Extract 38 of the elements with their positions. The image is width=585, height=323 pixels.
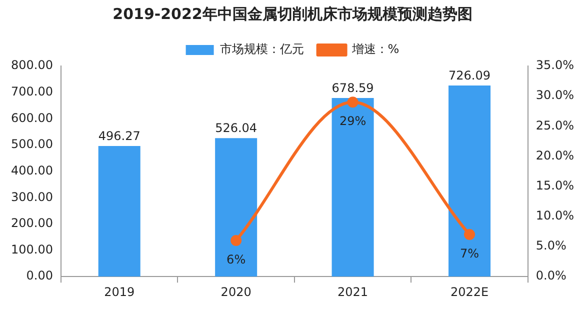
y-tick-label: 500.00 bbox=[10, 137, 53, 152]
x-tick-label: 2022E bbox=[450, 284, 489, 299]
point bbox=[230, 234, 242, 246]
point bbox=[347, 96, 358, 108]
x-tick-label: 2019 bbox=[104, 284, 135, 299]
data-label: 6% bbox=[226, 252, 246, 267]
legend-label: 增速：% bbox=[350, 42, 400, 56]
data-label: 726.09 bbox=[448, 68, 491, 83]
data-label: 7% bbox=[460, 246, 480, 261]
data-label: 496.27 bbox=[98, 129, 140, 144]
y-tick-label: 600.00 bbox=[10, 110, 53, 125]
data-label: 29% bbox=[339, 114, 366, 128]
x-tick-label: 2020 bbox=[220, 284, 252, 299]
legend-label: 市场规模：亿元 bbox=[220, 42, 304, 56]
y-tick-label: 400.00 bbox=[10, 163, 53, 178]
y2-tick-label: 5.0% bbox=[536, 238, 566, 253]
bar bbox=[448, 85, 491, 277]
x-tick-label: 2021 bbox=[338, 284, 368, 299]
chart-title: 2019-2022年中国金属切削机床市场规模预测趋势图 bbox=[112, 4, 472, 23]
y-tick-label: 700.00 bbox=[10, 84, 53, 98]
y2-tick-label: 20.0% bbox=[536, 148, 574, 162]
data-label: 678.59 bbox=[332, 81, 374, 96]
y2-tick-label: 15.0% bbox=[536, 178, 574, 192]
y2-tick-label: 35.0% bbox=[536, 58, 574, 72]
y-tick-label: 200.00 bbox=[10, 216, 53, 230]
y2-tick-label: 30.0% bbox=[536, 88, 574, 102]
y-tick-label: 0.00 bbox=[26, 268, 53, 283]
y-tick-label: 300.00 bbox=[10, 190, 53, 204]
y-tick-label: 800.00 bbox=[10, 58, 53, 72]
point bbox=[464, 228, 476, 240]
y2-tick-label: 0.0% bbox=[536, 268, 566, 283]
bar bbox=[98, 146, 140, 277]
bar bbox=[332, 98, 374, 277]
y2-tick-label: 25.0% bbox=[536, 118, 574, 132]
y-tick-label: 100.00 bbox=[10, 242, 53, 256]
y2-tick-label: 10.0% bbox=[536, 208, 574, 223]
bar bbox=[215, 138, 258, 277]
data-label: 526.04 bbox=[215, 121, 258, 136]
